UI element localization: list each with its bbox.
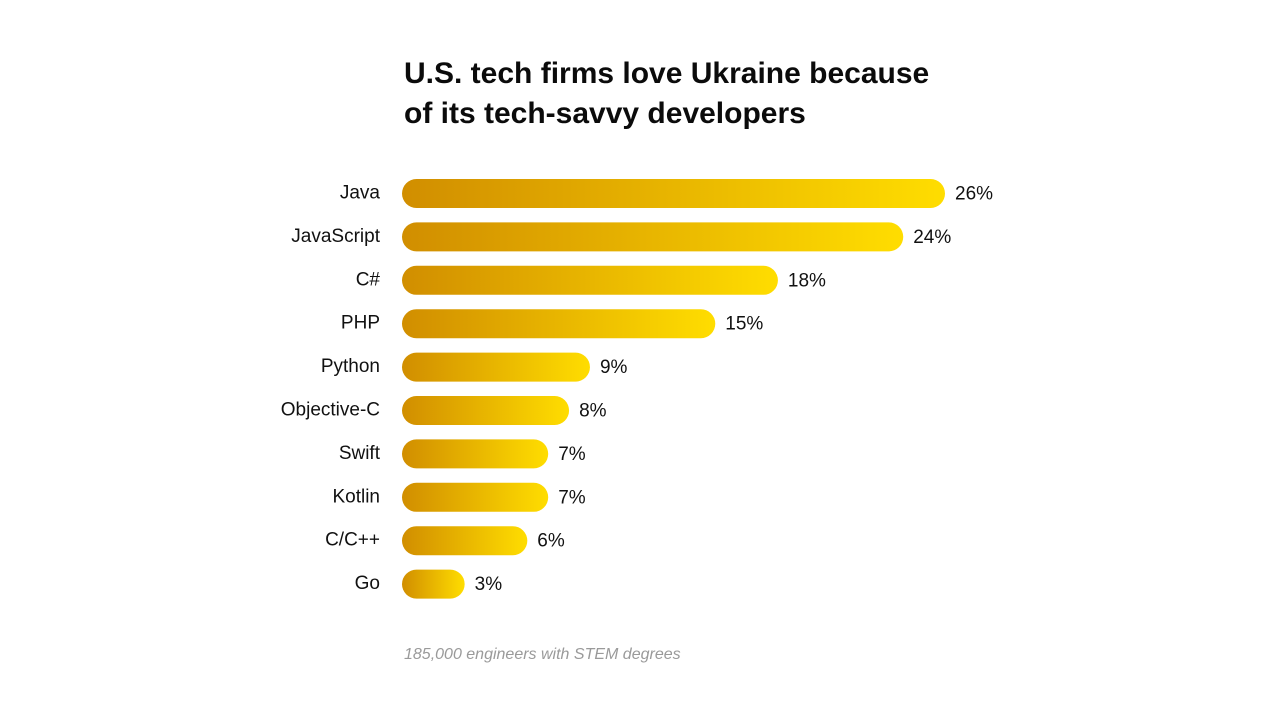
chart-title: U.S. tech firms love Ukraine because of … bbox=[404, 54, 1044, 134]
value-label: 24% bbox=[913, 227, 951, 248]
chart-title-line-2: of its tech-savvy developers bbox=[404, 97, 806, 130]
bar bbox=[402, 439, 549, 469]
category-label: Python bbox=[321, 356, 380, 377]
category-label: C# bbox=[356, 269, 381, 290]
category-label: Kotlin bbox=[332, 486, 380, 507]
bar bbox=[402, 179, 945, 208]
value-label: 8% bbox=[579, 401, 607, 422]
value-label: 26% bbox=[955, 184, 993, 205]
bar bbox=[402, 309, 716, 339]
bar bbox=[402, 482, 549, 512]
category-label: Objective-C bbox=[281, 400, 380, 421]
category-label: C/C++ bbox=[325, 530, 380, 551]
value-label: 3% bbox=[475, 574, 503, 595]
category-label: PHP bbox=[341, 313, 380, 334]
value-label: 6% bbox=[537, 531, 565, 552]
value-label: 9% bbox=[600, 357, 628, 378]
category-label: Go bbox=[355, 573, 380, 594]
footnote: 185,000 engineers with STEM degrees bbox=[404, 646, 681, 663]
bar bbox=[402, 352, 590, 382]
value-label: 7% bbox=[558, 487, 586, 508]
bar bbox=[402, 396, 570, 425]
value-label: 18% bbox=[788, 270, 826, 291]
bar-group: Java 26% JavaScript 24% C# 18% PHP 15% Python 9% O… bbox=[281, 179, 993, 599]
value-label: 7% bbox=[558, 444, 586, 465]
bar bbox=[402, 569, 465, 599]
category-label: Swift bbox=[339, 443, 381, 464]
bar bbox=[402, 526, 528, 556]
value-label: 15% bbox=[725, 314, 763, 335]
category-label: JavaScript bbox=[291, 226, 380, 247]
chart-title-line-1: U.S. tech firms love Ukraine because bbox=[404, 57, 930, 90]
bar bbox=[402, 265, 778, 295]
bar bbox=[402, 222, 904, 252]
category-label: Java bbox=[340, 183, 381, 204]
